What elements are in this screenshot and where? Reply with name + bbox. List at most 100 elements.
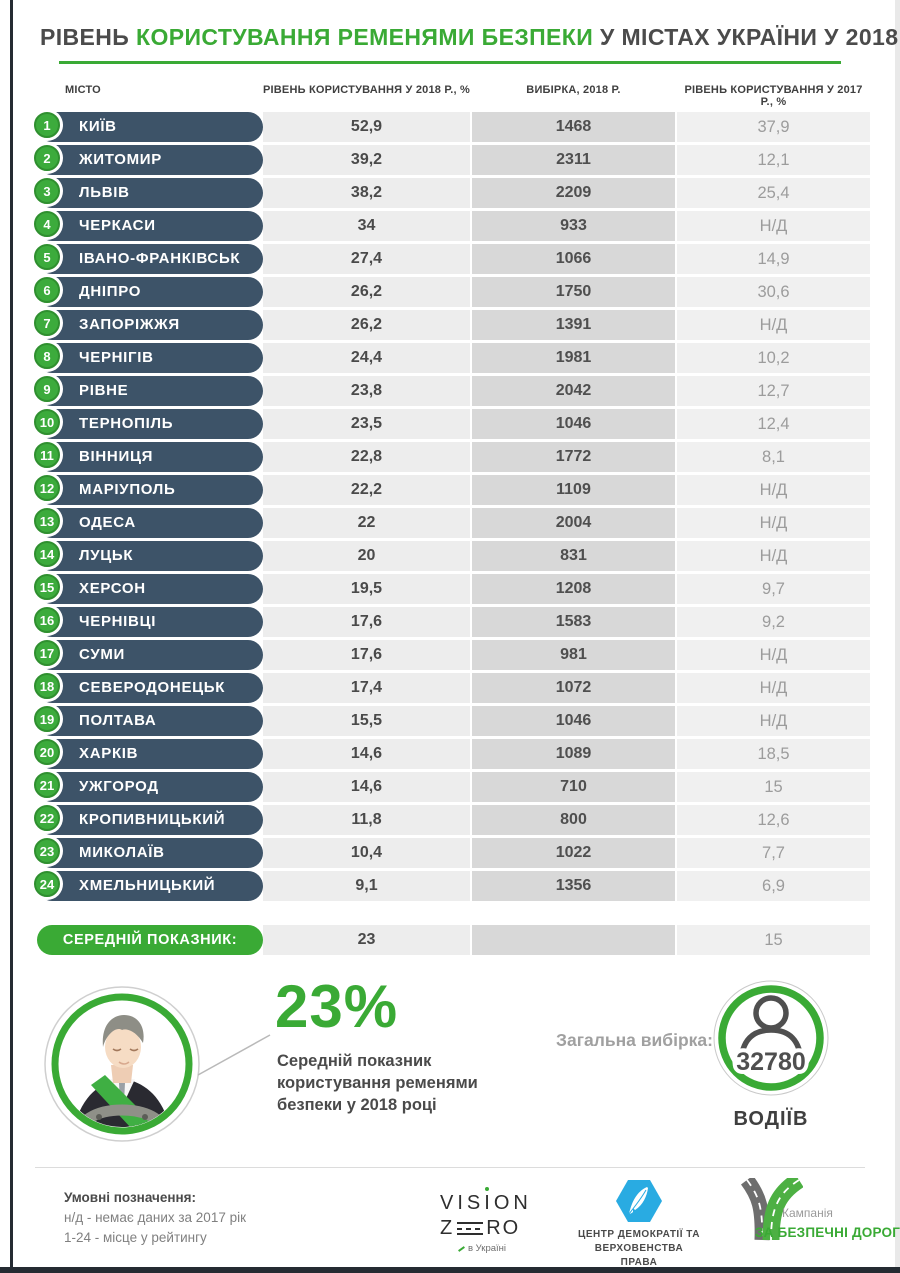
sample-2018-cell: 1391 [472,310,675,340]
city-pill: ІВАНО-ФРАНКІВСЬК [37,244,263,274]
total-sample-label: Загальна вибірка: [556,1030,713,1050]
rate-2017-cell: 7,7 [677,838,870,868]
sample-2018-cell: 2311 [472,145,675,175]
rank-badge: 15 [34,574,60,600]
rate-2018-cell: 22,2 [263,475,470,505]
table-row: 24 ХМЕЛЬНИЦЬКИЙ 9,1 1356 6,9 [34,871,870,901]
rank-badge: 11 [34,442,60,468]
table-row: 17 СУМИ 17,6 981 Н/Д [34,640,870,670]
legend-title: Умовні позначення: [64,1190,197,1205]
table-row: 21 УЖГОРОД 14,6 710 15 [34,772,870,802]
table-row: 20 ХАРКІВ 14,6 1089 18,5 [34,739,870,769]
sample-2018-cell: 1772 [472,442,675,472]
rate-2017-cell: 18,5 [677,739,870,769]
rank-badge: 23 [34,838,60,864]
city-pill: МАРІУПОЛЬ [37,475,263,505]
table-row: 11 ВІННИЦЯ 22,8 1772 8,1 [34,442,870,472]
road-y-icon [740,1178,803,1241]
rate-2018-cell: 38,2 [263,178,470,208]
city-pill: ХАРКІВ [37,739,263,769]
rate-2018-cell: 26,2 [263,277,470,307]
sample-2018-cell: 1022 [472,838,675,868]
rate-2018-cell: 19,5 [263,574,470,604]
campaign-slogan: ЗА БЕЗПЕЧНІ ДОРОГИ [755,1225,900,1240]
sample-2018-cell: 1981 [472,343,675,373]
bottom-border-bar [0,1267,900,1273]
city-pill: ЧЕРНІВЦІ [37,607,263,637]
rank-badge: 19 [34,706,60,732]
table-row: 9 РІВНЕ 23,8 2042 12,7 [34,376,870,406]
rate-2018-cell: 23,5 [263,409,470,439]
rank-badge: 24 [34,871,60,897]
table-row: 12 МАРІУПОЛЬ 22,2 1109 Н/Д [34,475,870,505]
average-sample-2018 [472,925,675,955]
city-pill: ПОЛТАВА [37,706,263,736]
city-pill: МИКОЛАЇВ [37,838,263,868]
column-header-rate-2017: РІВЕНЬ КОРИСТУВАННЯ У 2017 Р., % [684,84,863,108]
rank-badge: 1 [34,112,60,138]
city-pill: УЖГОРОД [37,772,263,802]
table-row: 19 ПОЛТАВА 15,5 1046 Н/Д [34,706,870,736]
rate-2017-cell: 12,6 [677,805,870,835]
rate-2017-cell: 9,2 [677,607,870,637]
zero-dashes-icon [457,1222,484,1235]
rate-2018-cell: 22,8 [263,442,470,472]
title-prefix: РІВЕНЬ [40,24,130,50]
vision-zero-logo: VISION Z RO в Україні [440,1192,532,1254]
city-pill: ОДЕСА [37,508,263,538]
rate-2017-cell: 30,6 [677,277,870,307]
sample-2018-cell: 2004 [472,508,675,538]
rank-badge: 13 [34,508,60,534]
rate-2018-cell: 22 [263,508,470,538]
table-row: 5 ІВАНО-ФРАНКІВСЬК 27,4 1066 14,9 [34,244,870,274]
rank-badge: 2 [34,145,60,171]
average-label-pill: СЕРЕДНІЙ ПОКАЗНИК: [37,925,263,955]
rate-2017-cell: Н/Д [677,541,870,571]
city-pill: СУМИ [37,640,263,670]
table-row: 1 КИЇВ 52,9 1468 37,9 [34,112,870,142]
rate-2017-cell: 9,7 [677,574,870,604]
sample-2018-cell: 1072 [472,673,675,703]
rank-badge: 14 [34,541,60,567]
rate-2017-cell: Н/Д [677,310,870,340]
table-row: 13 ОДЕСА 22 2004 Н/Д [34,508,870,538]
rate-2018-cell: 17,4 [263,673,470,703]
city-pill: ТЕРНОПІЛЬ [37,409,263,439]
rate-2017-cell: 37,9 [677,112,870,142]
city-pill: ЧЕРНІГІВ [37,343,263,373]
rank-badge: 3 [34,178,60,204]
table-row: 16 ЧЕРНІВЦІ 17,6 1583 9,2 [34,607,870,637]
city-pill: РІВНЕ [37,376,263,406]
cedem-hexagon-feather-icon [616,1180,662,1222]
rate-2018-cell: 9,1 [263,871,470,901]
safe-roads-campaign-logo: Кампанія ЗА БЕЗПЕЧНІ ДОРОГИ [733,1178,900,1248]
footer-divider [35,1167,865,1168]
sample-2018-cell: 800 [472,805,675,835]
rate-2018-cell: 10,4 [263,838,470,868]
rank-badge: 21 [34,772,60,798]
city-pill: ЛУЦЬК [37,541,263,571]
sample-2018-cell: 1089 [472,739,675,769]
sample-2018-cell: 1046 [472,706,675,736]
rank-badge: 8 [34,343,60,369]
rate-2017-cell: 6,9 [677,871,870,901]
rate-2017-cell: Н/Д [677,640,870,670]
rate-2018-cell: 23,8 [263,376,470,406]
left-border-line [10,0,13,1273]
right-edge-strip [895,0,900,1273]
sample-2018-cell: 1750 [472,277,675,307]
table-rows: 1 КИЇВ 52,9 1468 37,9 2 ЖИТОМИР 39,2 231… [34,112,870,904]
rank-badge: 22 [34,805,60,831]
table-row: 8 ЧЕРНІГІВ 24,4 1981 10,2 [34,343,870,373]
sample-2018-cell: 1356 [472,871,675,901]
city-pill: ДНІПРО [37,277,263,307]
rate-2018-cell: 27,4 [263,244,470,274]
average-row: СЕРЕДНІЙ ПОКАЗНИК: 23 15 [35,925,870,955]
rate-2017-cell: Н/Д [677,211,870,241]
sample-2018-cell: 1109 [472,475,675,505]
rate-2017-cell: 10,2 [677,343,870,373]
rank-badge: 20 [34,739,60,765]
callout-line [197,1034,271,1076]
green-tick-icon [458,1245,465,1252]
